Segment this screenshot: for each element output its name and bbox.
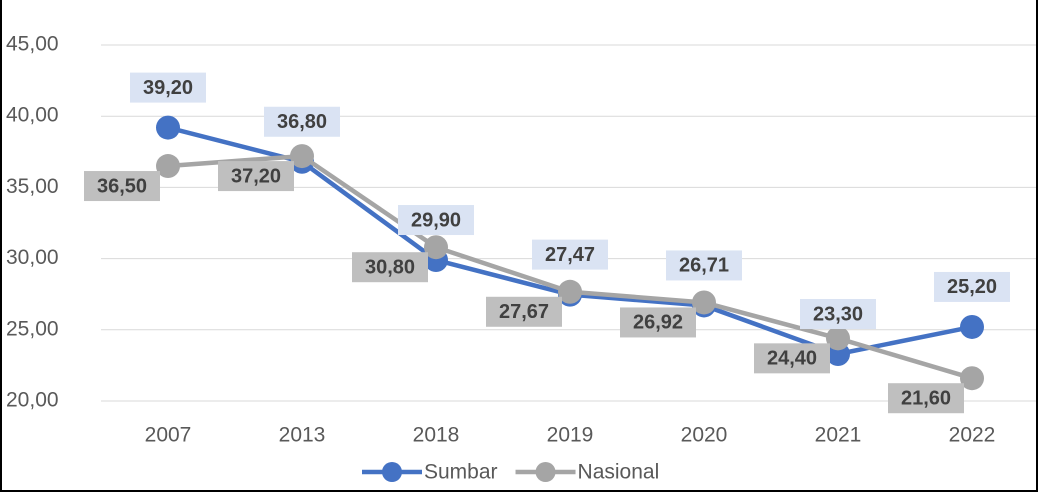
data-label-box [934, 271, 1010, 302]
point [692, 290, 716, 315]
y-tick-label: 20,00 [6, 389, 59, 412]
data-label-box [218, 161, 294, 192]
data-label-box [754, 343, 830, 374]
x-tick-label: 2018 [413, 424, 460, 447]
data-label: 24,40 [767, 348, 817, 370]
data-label-box [352, 252, 428, 283]
y-tick-label: 40,00 [6, 104, 59, 127]
x-tick-label: 2021 [815, 424, 862, 447]
x-tick-label: 2007 [145, 424, 192, 447]
data-label-box [84, 171, 160, 202]
data-label: 36,80 [277, 111, 327, 133]
point [826, 326, 850, 351]
data-label-box [666, 250, 742, 281]
point [156, 115, 180, 140]
legend-marker [535, 462, 556, 482]
data-label-box [532, 239, 608, 270]
data-label: 30,80 [365, 256, 415, 278]
point [558, 279, 582, 304]
data-label: 39,20 [143, 77, 193, 99]
data-label: 29,90 [411, 209, 461, 231]
data-label-box [130, 72, 206, 103]
data-label-box [398, 205, 474, 236]
legend-marker [382, 462, 402, 482]
point [156, 154, 180, 179]
data-label: 23,30 [813, 303, 863, 325]
data-label: 27,47 [545, 244, 595, 266]
x-tick-label: 2019 [547, 424, 594, 447]
y-tick-label: 25,00 [6, 317, 59, 340]
data-label-box [264, 106, 340, 137]
data-label: 27,67 [499, 301, 549, 323]
data-label: 26,71 [679, 255, 729, 277]
y-tick-label: 35,00 [6, 175, 59, 198]
data-label-box [800, 299, 876, 330]
x-tick-label: 2022 [949, 424, 996, 447]
point [960, 314, 984, 339]
data-label: 21,60 [901, 387, 951, 409]
data-label: 37,20 [231, 165, 281, 187]
x-tick-label: 2020 [681, 424, 728, 447]
data-label-box [486, 296, 562, 327]
x-tick-label: 2013 [279, 424, 326, 447]
data-label-box [888, 383, 964, 414]
data-label-box [620, 307, 696, 338]
y-tick-label: 45,00 [6, 33, 59, 56]
point [290, 144, 314, 169]
legend-label: Nasional [578, 461, 660, 484]
data-label: 25,20 [947, 276, 997, 298]
data-label: 26,92 [633, 312, 683, 334]
point [424, 235, 448, 260]
point [960, 366, 984, 391]
legend-label: Sumbar [424, 461, 498, 484]
data-label: 36,50 [97, 175, 147, 197]
y-tick-label: 30,00 [6, 246, 59, 269]
